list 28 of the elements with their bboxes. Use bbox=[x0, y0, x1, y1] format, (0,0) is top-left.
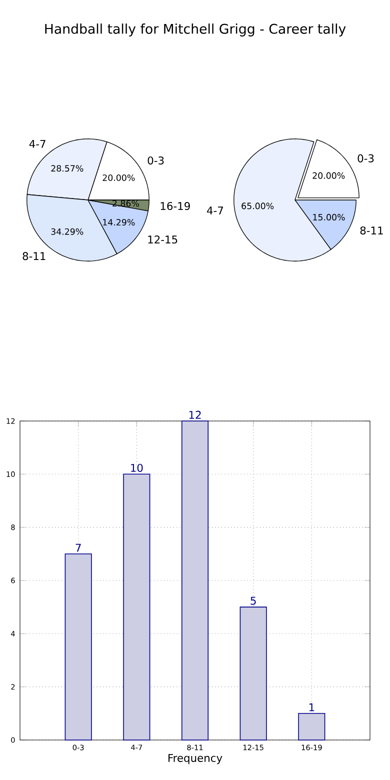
slice-label: 8-11 bbox=[360, 226, 383, 235]
bar bbox=[181, 420, 209, 740]
slice-label: 8-11 bbox=[22, 252, 46, 260]
slice-label: 16-19 bbox=[160, 202, 190, 210]
data-label: 34.29% bbox=[51, 228, 84, 235]
data-label: 12 bbox=[189, 410, 201, 419]
data-label: 7 bbox=[76, 544, 81, 552]
data-label: 2.86% bbox=[112, 200, 140, 207]
data-label: 65.00% bbox=[242, 202, 274, 210]
bar bbox=[298, 713, 326, 740]
data-label: 28.57% bbox=[51, 165, 84, 172]
slice-label: 4-7 bbox=[29, 140, 46, 148]
data-label: 10 bbox=[131, 464, 143, 472]
bar bbox=[64, 554, 92, 740]
chart-title: Handball tally for Mitchell Grigg - Career tally bbox=[45, 24, 346, 36]
data-label: 5 bbox=[250, 596, 256, 605]
slice-label: 0-3 bbox=[358, 154, 374, 162]
data-label: 14.29% bbox=[103, 219, 135, 226]
slice-label: 4-7 bbox=[206, 206, 223, 214]
data-label: 15.00% bbox=[313, 214, 345, 220]
data-label: 20.00% bbox=[102, 174, 135, 182]
slice-label: 0-3 bbox=[148, 156, 164, 165]
data-label: 1 bbox=[309, 703, 314, 712]
bar bbox=[123, 474, 150, 740]
x-axis-title: Frequency bbox=[168, 754, 222, 764]
slice-label: 12-15 bbox=[148, 235, 178, 244]
data-label: 20.00% bbox=[312, 172, 345, 179]
bar bbox=[240, 606, 267, 740]
